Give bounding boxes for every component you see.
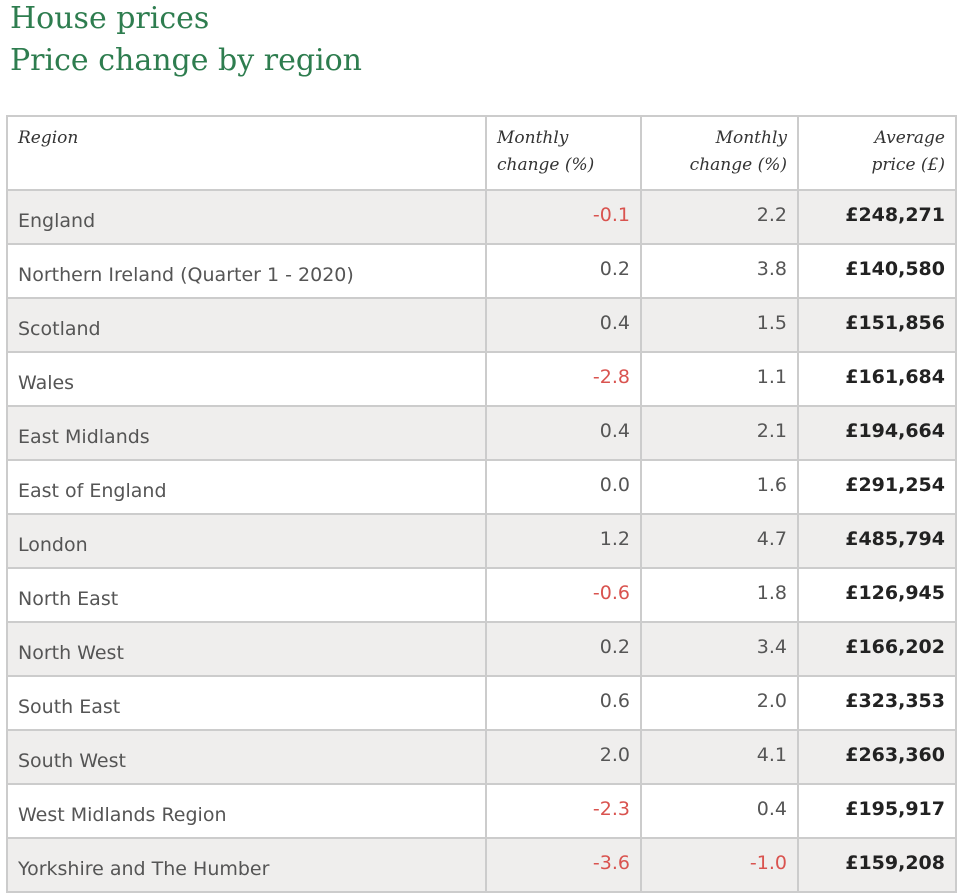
- monthly-change-1-cell: 0.2: [485, 243, 642, 299]
- average-price-cell: £485,794: [797, 513, 957, 569]
- monthly-change-1-cell: 2.0: [485, 729, 642, 785]
- monthly-change-2-cell: 1.1: [640, 351, 799, 407]
- table-row: Yorkshire and The Humber -3.6 -1.0 £159,208: [6, 837, 957, 893]
- monthly-change-2-cell: 4.1: [640, 729, 799, 785]
- average-price-cell: £263,360: [797, 729, 957, 785]
- region-cell: South East: [6, 675, 487, 731]
- region-cell: Scotland: [6, 297, 487, 353]
- column-header-line: change (%): [689, 155, 787, 175]
- table-row: North East -0.6 1.8 £126,945: [6, 567, 957, 623]
- table-header-row: Region Monthly change (%) Monthly change (…: [6, 115, 957, 191]
- monthly-change-2-cell: 4.7: [640, 513, 799, 569]
- table-row: East Midlands 0.4 2.1 £194,664: [6, 405, 957, 461]
- column-header-line: Average: [874, 128, 945, 148]
- monthly-change-1-cell: 1.2: [485, 513, 642, 569]
- average-price-cell: £140,580: [797, 243, 957, 299]
- monthly-change-2-cell: 2.0: [640, 675, 799, 731]
- column-header-region: Region: [6, 115, 487, 191]
- column-header-line: Region: [18, 128, 79, 148]
- average-price-cell: £151,856: [797, 297, 957, 353]
- region-cell: Yorkshire and The Humber: [6, 837, 487, 893]
- table-row: London 1.2 4.7 £485,794: [6, 513, 957, 569]
- region-cell: Northern Ireland (Quarter 1 - 2020): [6, 243, 487, 299]
- column-header-line: price (£): [871, 155, 945, 175]
- average-price-cell: £159,208: [797, 837, 957, 893]
- monthly-change-1-cell: 0.4: [485, 297, 642, 353]
- monthly-change-1-cell: 0.4: [485, 405, 642, 461]
- region-cell: West Midlands Region: [6, 783, 487, 839]
- column-header-monthly-change-2: Monthly change (%): [640, 115, 799, 191]
- page-title: House prices: [10, 1, 210, 36]
- monthly-change-2-cell: 2.2: [640, 189, 799, 245]
- table-row: East of England 0.0 1.6 £291,254: [6, 459, 957, 515]
- column-header-line: Monthly: [497, 128, 569, 148]
- monthly-change-2-cell: 3.4: [640, 621, 799, 677]
- average-price-cell: £194,664: [797, 405, 957, 461]
- table-row: South East 0.6 2.0 £323,353: [6, 675, 957, 731]
- table-row: West Midlands Region -2.3 0.4 £195,917: [6, 783, 957, 839]
- region-cell: London: [6, 513, 487, 569]
- table-row: North West 0.2 3.4 £166,202: [6, 621, 957, 677]
- average-price-cell: £126,945: [797, 567, 957, 623]
- monthly-change-2-cell: -1.0: [640, 837, 799, 893]
- region-cell: England: [6, 189, 487, 245]
- monthly-change-2-cell: 1.6: [640, 459, 799, 515]
- column-header-line: Monthly: [715, 128, 787, 148]
- region-cell: Wales: [6, 351, 487, 407]
- average-price-cell: £195,917: [797, 783, 957, 839]
- monthly-change-2-cell: 3.8: [640, 243, 799, 299]
- region-cell: South West: [6, 729, 487, 785]
- price-change-table: Region Monthly change (%) Monthly change (…: [6, 115, 957, 893]
- monthly-change-1-cell: -0.6: [485, 567, 642, 623]
- average-price-cell: £323,353: [797, 675, 957, 731]
- region-cell: East Midlands: [6, 405, 487, 461]
- region-cell: East of England: [6, 459, 487, 515]
- monthly-change-1-cell: -3.6: [485, 837, 642, 893]
- page-subtitle: Price change by region: [10, 43, 363, 78]
- monthly-change-1-cell: 0.0: [485, 459, 642, 515]
- average-price-cell: £161,684: [797, 351, 957, 407]
- monthly-change-2-cell: 0.4: [640, 783, 799, 839]
- table-row: Northern Ireland (Quarter 1 - 2020) 0.2 3.…: [6, 243, 957, 299]
- region-cell: North West: [6, 621, 487, 677]
- region-cell: North East: [6, 567, 487, 623]
- monthly-change-1-cell: 0.6: [485, 675, 642, 731]
- monthly-change-1-cell: -2.8: [485, 351, 642, 407]
- table-row: Wales -2.8 1.1 £161,684: [6, 351, 957, 407]
- monthly-change-1-cell: 0.2: [485, 621, 642, 677]
- monthly-change-2-cell: 1.8: [640, 567, 799, 623]
- table-row: Scotland 0.4 1.5 £151,856: [6, 297, 957, 353]
- column-header-line: change (%): [497, 155, 595, 175]
- table-row: South West 2.0 4.1 £263,360: [6, 729, 957, 785]
- monthly-change-1-cell: -2.3: [485, 783, 642, 839]
- average-price-cell: £166,202: [797, 621, 957, 677]
- table-body: England -0.1 2.2 £248,271 Northern Ireland (…: [6, 189, 957, 893]
- monthly-change-1-cell: -0.1: [485, 189, 642, 245]
- monthly-change-2-cell: 2.1: [640, 405, 799, 461]
- column-header-monthly-change-1: Monthly change (%): [485, 115, 642, 191]
- monthly-change-2-cell: 1.5: [640, 297, 799, 353]
- column-header-average-price: Average price (£): [797, 115, 957, 191]
- table-row: England -0.1 2.2 £248,271: [6, 189, 957, 245]
- average-price-cell: £291,254: [797, 459, 957, 515]
- average-price-cell: £248,271: [797, 189, 957, 245]
